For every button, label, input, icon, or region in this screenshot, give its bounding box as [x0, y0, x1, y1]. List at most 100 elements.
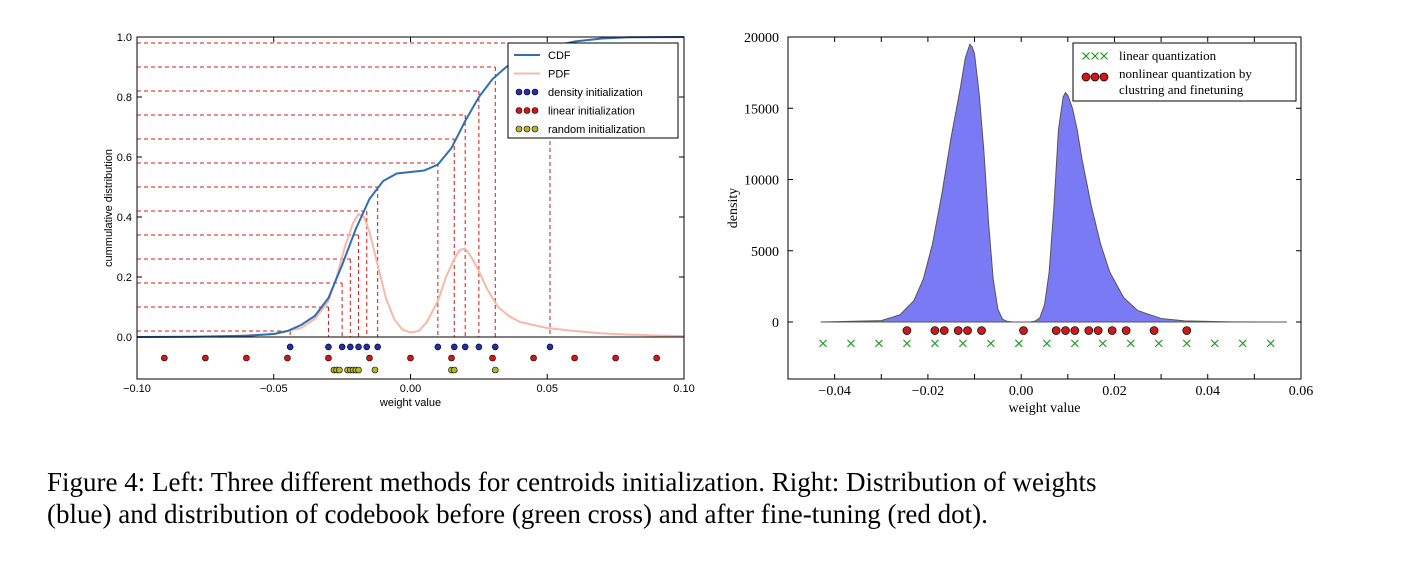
nonlinear-codebook-dot: [1061, 326, 1070, 335]
y-tick-label: 0.2: [117, 272, 132, 284]
density-init-point: [338, 343, 346, 351]
x-tick-label: −0.02: [912, 384, 944, 399]
linear-init-point: [243, 354, 250, 362]
left-init-points: [161, 343, 660, 374]
linear-init-point: [366, 354, 373, 362]
right-chart: −0.04 −0.02 0.00 0.02 0.04 0.06 0 5000 10000 1500…: [726, 31, 1313, 416]
linear-init-point: [325, 354, 332, 362]
linear-codebook-cross: [1126, 339, 1135, 348]
left-chart: −0.10 −0.05 0.00 0.05 0.10 0.0 0.2 0.4 0.6 0.8 1.0…: [103, 32, 695, 409]
linear-codebook-cross: [986, 339, 995, 348]
left-axes: −0.10 −0.05 0.00 0.05 0.10 0.0 0.2 0.4 0.6 0.8 1.0…: [103, 32, 695, 409]
legend-label-linear: linear quantization: [1119, 48, 1217, 63]
x-tick-label: 0.00: [400, 383, 421, 395]
caption-line-1: Figure 4: Left: Three different methods …: [47, 467, 1097, 497]
legend-box: [1072, 42, 1297, 102]
legend-dot-swatch: [531, 125, 539, 133]
linear-codebook-cross: [1238, 339, 1247, 348]
nonlinear-codebook-dot: [1019, 326, 1028, 335]
linear-codebook-cross: [1210, 339, 1219, 348]
right-density-layer: [820, 43, 1288, 323]
linear-codebook-cross: [847, 339, 855, 348]
legend-dot-swatch: [531, 107, 539, 114]
x-axis-label: weight value: [1009, 401, 1081, 416]
legend-cross-swatch: [1091, 52, 1099, 60]
nonlinear-codebook-dot: [963, 326, 972, 335]
x-tick-label: −0.05: [260, 383, 288, 395]
y-tick-label: 15000: [744, 102, 779, 117]
x-tick-label: −0.10: [123, 383, 151, 395]
x-axis-label: weight value: [379, 397, 441, 409]
y-tick-label: 0.8: [117, 92, 132, 104]
right-axes: −0.04 −0.02 0.00 0.02 0.04 0.06 0 5000 10000 1500…: [726, 31, 1313, 416]
random-init-point: [355, 366, 362, 374]
x-tick-label: 0.04: [1195, 384, 1220, 399]
legend-dot-swatch: [531, 88, 539, 96]
legend-dot-swatch: [1090, 72, 1100, 82]
linear-codebook-cross: [930, 339, 939, 348]
legend-dot-swatch: [515, 125, 523, 133]
x-tick-label: 0.10: [673, 383, 694, 395]
density-init-point: [355, 343, 362, 351]
nonlinear-codebook-dot: [1149, 326, 1159, 335]
y-tick-label: 0.6: [117, 152, 132, 164]
nonlinear-codebook-dot: [1093, 326, 1103, 335]
density-init-point: [461, 343, 469, 351]
x-tick-label: 0.00: [1009, 384, 1034, 399]
linear-init-point: [489, 354, 496, 362]
linear-init-point: [448, 354, 455, 362]
linear-codebook-cross: [819, 339, 827, 348]
linear-codebook-cross: [902, 339, 911, 348]
density-init-point: [434, 343, 442, 351]
caption-line-2: (blue) and distribution of codebook befo…: [47, 499, 988, 529]
linear-codebook-cross: [958, 339, 967, 348]
y-axis-label: density: [726, 188, 741, 228]
linear-init-point: [202, 354, 209, 362]
legend-label: PDF: [548, 69, 570, 81]
nonlinear-codebook-dot: [939, 326, 949, 335]
x-tick-label: 0.02: [1102, 384, 1127, 399]
density-init-point: [286, 343, 294, 351]
legend-dot-swatch: [523, 125, 531, 133]
x-tick-label: 0.05: [537, 383, 558, 395]
pdf-line: [218, 212, 685, 338]
left-pdf-layer: [218, 212, 685, 338]
legend-label: random initialization: [548, 124, 645, 136]
linear-init-point: [612, 354, 619, 362]
nonlinear-codebook-dot: [1182, 326, 1192, 335]
legend-dot-swatch: [1081, 72, 1091, 82]
density-init-point: [546, 343, 554, 351]
linear-codebook-cross: [1098, 339, 1107, 348]
density-init-point: [325, 343, 332, 351]
legend-label: linear initialization: [548, 106, 635, 118]
nonlinear-codebook-dot: [977, 326, 986, 335]
y-axis-label: cummulative distribution: [103, 149, 115, 267]
y-tick-label: 0.4: [117, 212, 132, 224]
density-init-point: [450, 343, 458, 351]
linear-init-point: [407, 354, 414, 362]
legend-dot-swatch: [515, 88, 523, 96]
random-init-point: [450, 366, 458, 374]
linear-codebook-cross: [1154, 339, 1163, 348]
x-tick-label: −0.04: [818, 384, 850, 399]
linear-codebook-cross: [1182, 339, 1191, 348]
linear-codebook-cross: [1042, 339, 1051, 348]
random-init-point: [336, 366, 343, 374]
density-init-point: [347, 343, 354, 351]
linear-init-point: [161, 354, 168, 362]
left-guide-lines: [137, 42, 551, 337]
nonlinear-codebook-dot: [1051, 326, 1061, 335]
linear-init-point: [284, 354, 291, 362]
legend-cross-swatch: [1082, 52, 1090, 60]
nonlinear-codebook-dot: [953, 326, 963, 335]
y-tick-label: 20000: [744, 31, 779, 46]
legend-dot-swatch: [523, 88, 531, 96]
legend-label: CDF: [548, 50, 571, 62]
legend-label-nonlinear-1: nonlinear quantization by: [1119, 66, 1252, 81]
plot-frame: [787, 36, 1302, 380]
linear-codebook-cross: [1070, 339, 1079, 348]
density-init-point: [374, 343, 381, 351]
density-init-point: [363, 343, 371, 351]
nonlinear-codebook-dot: [902, 326, 912, 335]
linear-codebook-cross: [1014, 339, 1023, 348]
